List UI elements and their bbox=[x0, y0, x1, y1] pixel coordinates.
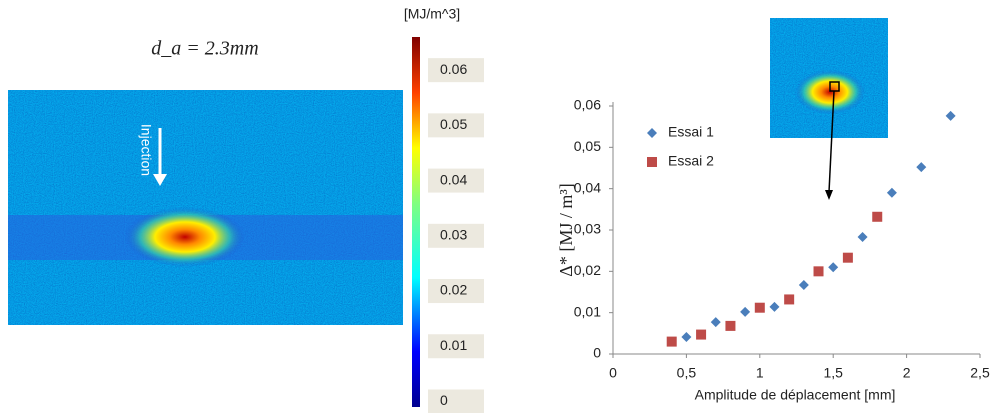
tick-box bbox=[428, 113, 484, 138]
y-axis-label: Δ* [MJ / m³] bbox=[556, 183, 576, 276]
tick-box bbox=[428, 389, 484, 414]
tick-box bbox=[428, 279, 484, 304]
annotation: Injection bbox=[138, 124, 154, 176]
panel-title: d_a = 2.3mm bbox=[151, 38, 258, 60]
y-tick-label: 0,03 bbox=[574, 221, 601, 237]
point bbox=[842, 252, 853, 263]
point bbox=[784, 294, 795, 305]
y-tick-label: 0,05 bbox=[574, 138, 601, 154]
hotspot bbox=[125, 207, 245, 267]
colorbar-tick-label: 0.04 bbox=[440, 171, 467, 187]
point bbox=[798, 279, 809, 290]
tick-box bbox=[428, 223, 484, 248]
arrow-head bbox=[153, 174, 167, 186]
point bbox=[681, 332, 692, 343]
colorbar bbox=[412, 37, 420, 407]
point bbox=[769, 301, 780, 312]
point bbox=[754, 302, 765, 313]
legend-label: Essai 2 bbox=[668, 153, 714, 169]
point bbox=[696, 329, 707, 340]
point bbox=[886, 187, 897, 198]
inset-arrow bbox=[828, 90, 835, 193]
point bbox=[872, 211, 883, 222]
legend-marker bbox=[647, 128, 657, 138]
colorbar-tick-label: 0.03 bbox=[440, 227, 467, 243]
inset-arrow-head bbox=[825, 190, 833, 200]
x-tick-label: 2 bbox=[903, 365, 911, 381]
heatmap-noise bbox=[8, 90, 403, 325]
y-tick-label: 0,01 bbox=[574, 303, 601, 319]
point bbox=[813, 266, 824, 277]
colorbar-label: [MJ/m^3] bbox=[404, 6, 460, 22]
y-tick-label: 0 bbox=[593, 345, 601, 361]
point bbox=[710, 317, 721, 328]
x-tick-label: 1 bbox=[756, 365, 764, 381]
x-tick-label: 2,5 bbox=[970, 365, 990, 381]
colorbar-tick-label: 0.01 bbox=[440, 337, 467, 353]
legend-marker bbox=[647, 157, 657, 167]
y-tick-label: 0,06 bbox=[574, 97, 601, 113]
tick-box bbox=[428, 334, 484, 359]
point bbox=[916, 162, 927, 173]
colorbar-tick-label: 0.05 bbox=[440, 116, 467, 132]
legend-label: Essai 1 bbox=[668, 124, 714, 140]
y-tick-label: 0,04 bbox=[574, 179, 601, 195]
x-tick-label: 0,5 bbox=[677, 365, 697, 381]
colorbar-tick-label: 0.06 bbox=[440, 61, 467, 77]
point bbox=[945, 110, 956, 121]
point bbox=[740, 306, 751, 317]
inset-hotspot bbox=[795, 70, 865, 114]
x-tick-label: 1,5 bbox=[823, 365, 843, 381]
y-tick-label: 0,02 bbox=[574, 262, 601, 278]
point bbox=[666, 336, 677, 347]
x-axis-label: Amplitude de déplacement [mm] bbox=[695, 387, 896, 403]
inset-box bbox=[829, 81, 840, 92]
colorbar-tick-label: 0 bbox=[440, 392, 448, 408]
colorbar-tick-label: 0.02 bbox=[440, 282, 467, 298]
point bbox=[725, 320, 736, 331]
tick-box bbox=[428, 58, 484, 83]
point bbox=[857, 232, 868, 243]
tick-box bbox=[428, 168, 484, 193]
point bbox=[828, 262, 839, 273]
x-tick-label: 0 bbox=[609, 365, 617, 381]
